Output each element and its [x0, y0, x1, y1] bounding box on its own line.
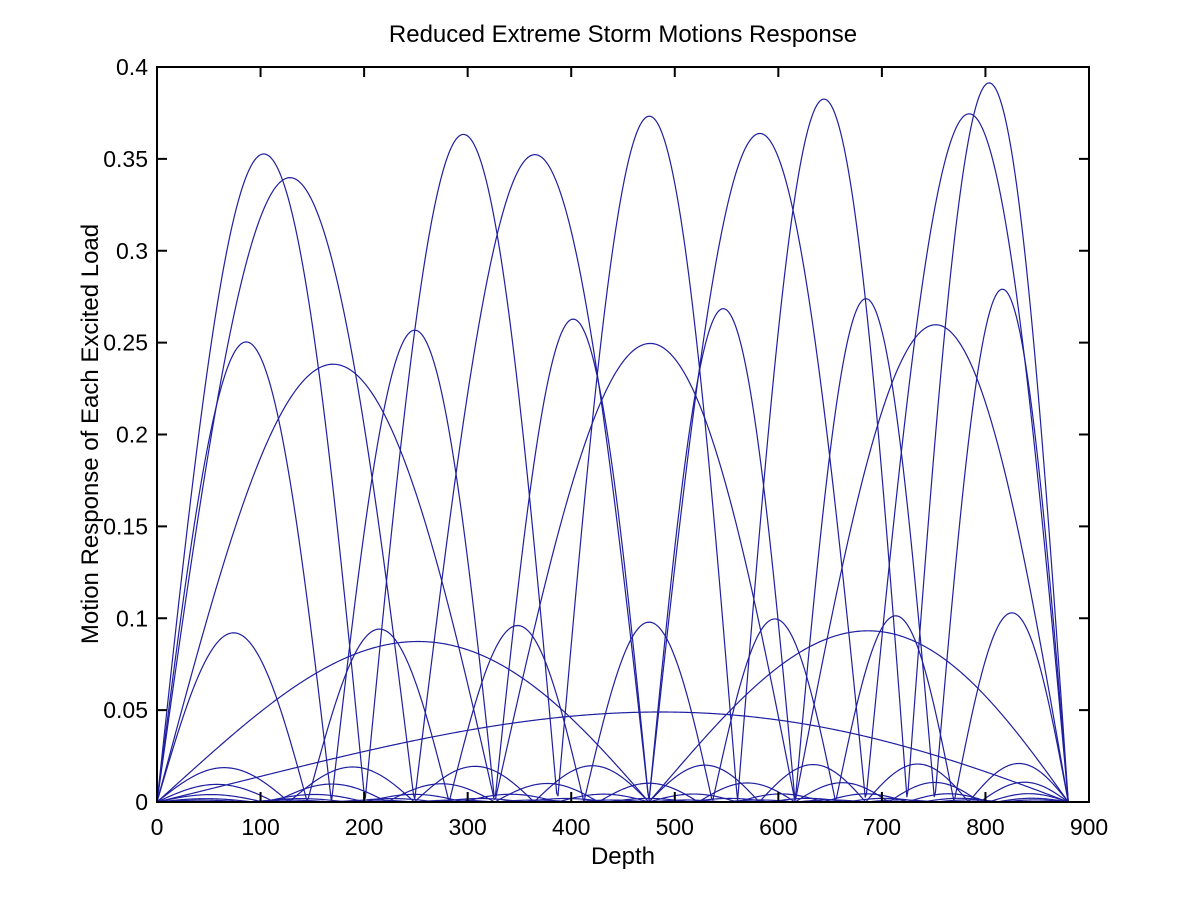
- x-tick-label: 300: [448, 814, 486, 840]
- y-tick-label: 0.05: [103, 697, 148, 723]
- y-tick-label: 0.15: [103, 513, 148, 539]
- x-tick-label: 500: [656, 814, 694, 840]
- x-tick-label: 900: [1070, 814, 1108, 840]
- chart-title: Reduced Extreme Storm Motions Response: [388, 21, 858, 48]
- response-curve-load-12: [156, 799, 1069, 803]
- response-curve-load-5: [156, 82, 1069, 803]
- x-tick-label: 0: [151, 814, 164, 840]
- response-curve-load-7: [156, 612, 1069, 803]
- y-tick-label: 0.1: [116, 605, 148, 631]
- plot-border: [156, 66, 1090, 803]
- response-curve-load-6: [156, 288, 1069, 803]
- x-tick-label: 100: [241, 814, 279, 840]
- response-curve-load-1: [156, 711, 1069, 803]
- y-tick-label: 0.2: [116, 422, 148, 448]
- response-curve-load-4: [156, 113, 1069, 803]
- x-tick-label: 400: [552, 814, 590, 840]
- y-tick-label: 0: [135, 789, 148, 815]
- y-tick-label: 0.4: [116, 54, 148, 80]
- y-tick-label: 0.3: [116, 238, 148, 264]
- x-axis-label: Depth: [590, 843, 656, 870]
- response-curve-load-2: [156, 630, 1069, 803]
- x-tick-label: 200: [345, 814, 383, 840]
- x-tick-label: 700: [863, 814, 901, 840]
- response-curve-load-10: [156, 793, 1069, 803]
- response-curve-load-3: [156, 324, 1069, 803]
- x-tick-label: 800: [966, 814, 1004, 840]
- response-curve-load-8: [156, 762, 1069, 803]
- y-tick-label: 0.25: [103, 330, 148, 356]
- y-tick-label: 0.35: [103, 146, 148, 172]
- x-tick-label: 600: [759, 814, 797, 840]
- y-axis-label-text: Motion Response of Each Excited Load: [77, 223, 104, 645]
